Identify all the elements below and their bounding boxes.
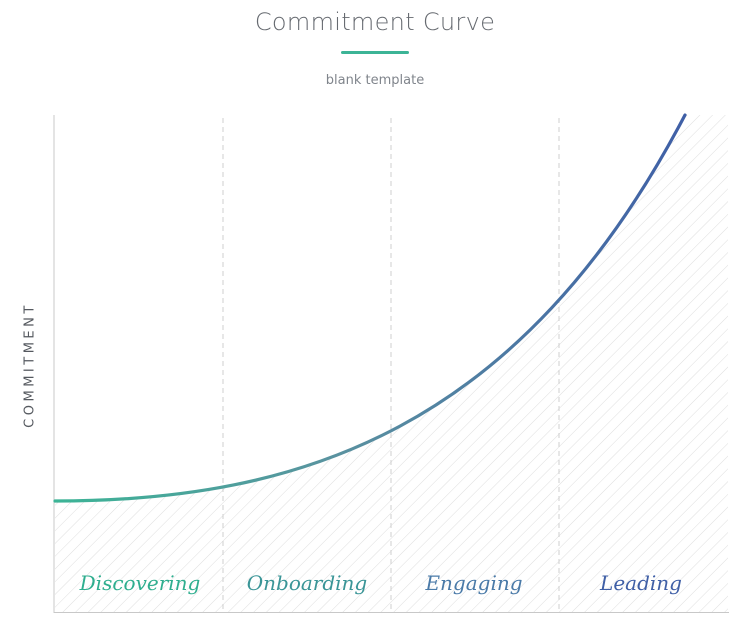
- title-underline: [341, 51, 409, 54]
- phase-label-onboarding: Onboarding: [247, 571, 368, 595]
- page-subtitle: blank template: [325, 73, 425, 88]
- phase-label-engaging: Engaging: [424, 571, 522, 595]
- page-title: Commitment Curve: [254, 8, 496, 36]
- phase-label-leading: Leading: [599, 571, 682, 595]
- commitment-curve: [53, 113, 687, 503]
- phase-label-discovering: Discovering: [79, 571, 201, 595]
